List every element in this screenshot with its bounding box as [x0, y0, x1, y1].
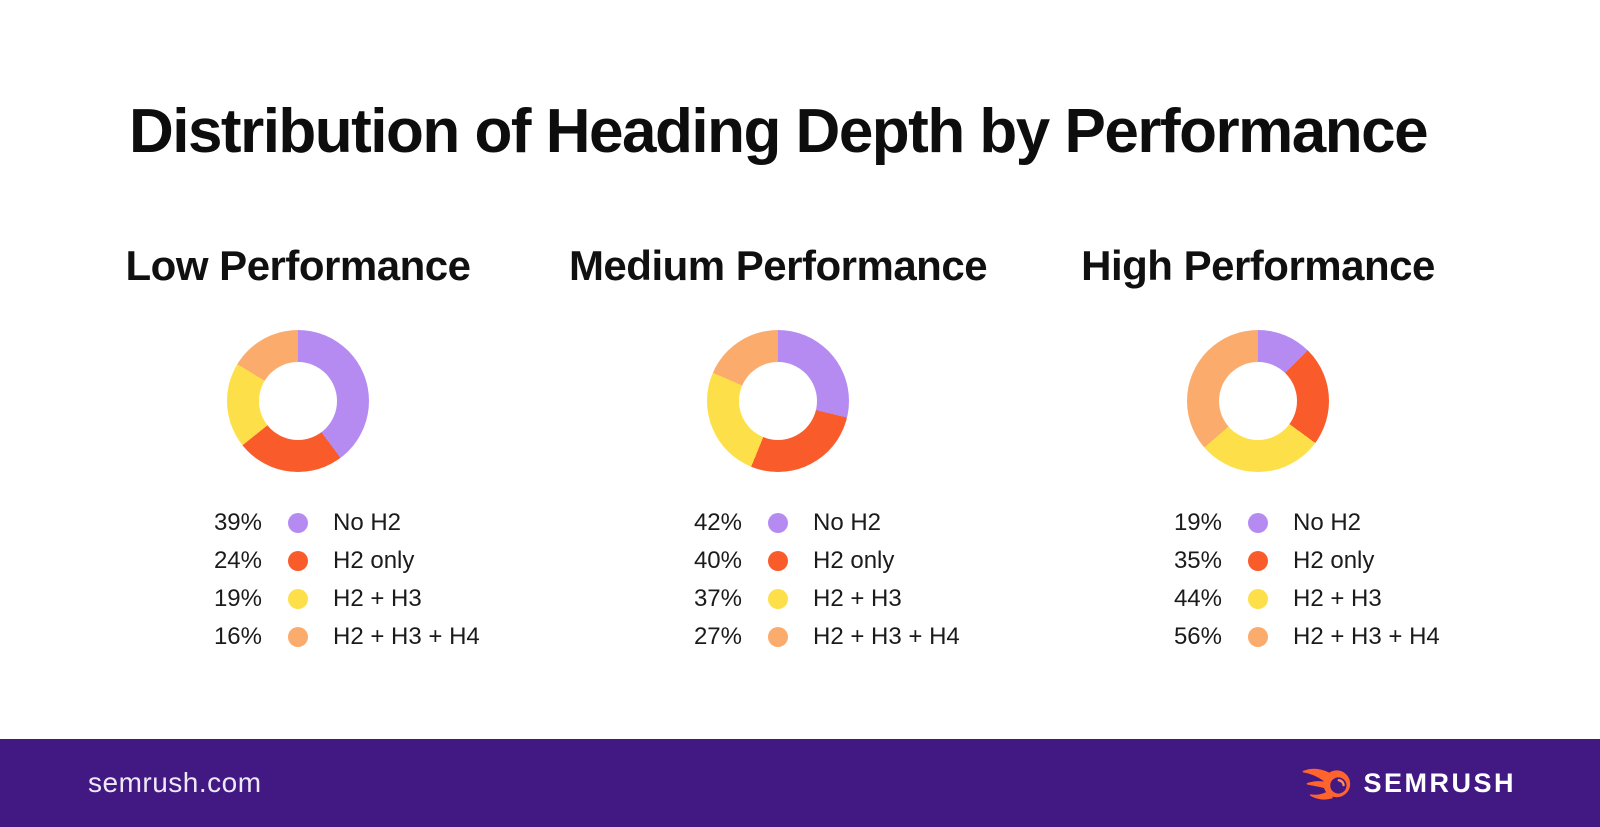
semrush-flame-icon [1301, 765, 1353, 801]
legend-item: 19% H2 + H3 [58, 580, 538, 618]
footer: semrush.com SEMRUSH [0, 739, 1600, 827]
legend-item: 56% H2 + H3 + H4 [1018, 618, 1498, 656]
legend-color-dot [768, 627, 788, 647]
legend-item: 42% No H2 [538, 504, 1018, 542]
legend-label: No H2 [1293, 509, 1362, 536]
chart-section-medium: Medium Performance 42% No H2 40% H2 only… [538, 240, 1018, 656]
legend-color-dot [768, 513, 788, 533]
legend-value: 42% [693, 509, 742, 536]
legend-color-dot [288, 589, 308, 609]
legend-value: 40% [693, 547, 742, 574]
legend-label: H2 + H3 + H4 [813, 623, 960, 650]
page-title: Distribution of Heading Depth by Perform… [128, 97, 1429, 166]
logo-wordmark: SEMRUSH [1363, 767, 1516, 798]
chart-section-high: High Performance 19% No H2 35% H2 only 4… [1018, 240, 1498, 656]
legend-color-dot [1248, 513, 1268, 533]
legend-value: 24% [213, 547, 262, 574]
legend-label: H2 only [813, 547, 895, 574]
legend-value: 39% [213, 509, 262, 536]
donut-chart-low [227, 330, 369, 472]
donut-hole [259, 362, 337, 440]
legend-value: 19% [213, 585, 262, 612]
legend-item: 16% H2 + H3 + H4 [58, 618, 538, 656]
legend-high: 19% No H2 35% H2 only 44% H2 + H3 56% H2… [1018, 504, 1498, 656]
legend-value: 35% [1173, 547, 1222, 574]
legend-label: No H2 [333, 509, 402, 536]
legend-value: 16% [213, 623, 262, 650]
legend-item: 39% No H2 [58, 504, 538, 542]
legend-label: H2 + H3 + H4 [333, 623, 480, 650]
donut-hole [739, 362, 817, 440]
legend-label: H2 + H3 + H4 [1293, 623, 1440, 650]
legend-color-dot [1248, 589, 1268, 609]
legend-color-dot [768, 551, 788, 571]
legend-value: 19% [1173, 509, 1222, 536]
legend-label: H2 + H3 [1293, 585, 1382, 612]
legend-item: 37% H2 + H3 [538, 580, 1018, 618]
legend-label: H2 only [1293, 547, 1375, 574]
legend-label: H2 + H3 [333, 585, 422, 612]
legend-label: H2 + H3 [813, 585, 902, 612]
chart-section-low: Low Performance 39% No H2 24% H2 only 19… [58, 240, 538, 656]
chart-title-low: Low Performance [125, 242, 471, 289]
chart-title-medium: Medium Performance [568, 242, 988, 289]
charts-row: Low Performance 39% No H2 24% H2 only 19… [58, 240, 1498, 656]
website-url: semrush.com [88, 767, 262, 798]
legend-item: 24% H2 only [58, 542, 538, 580]
legend-color-dot [1248, 627, 1268, 647]
legend-medium: 42% No H2 40% H2 only 37% H2 + H3 27% H2… [538, 504, 1018, 656]
legend-color-dot [768, 589, 788, 609]
legend-item: 40% H2 only [538, 542, 1018, 580]
legend-value: 44% [1173, 585, 1222, 612]
legend-color-dot [288, 551, 308, 571]
legend-value: 37% [693, 585, 742, 612]
legend-color-dot [288, 513, 308, 533]
chart-title-high: High Performance [1081, 242, 1435, 289]
legend-color-dot [1248, 551, 1268, 571]
legend-label: H2 only [333, 547, 415, 574]
semrush-logo: SEMRUSH [1301, 765, 1516, 801]
donut-chart-high [1187, 330, 1329, 472]
donut-chart-medium [707, 330, 849, 472]
donut-hole [1219, 362, 1297, 440]
legend-item: 19% No H2 [1018, 504, 1498, 542]
legend-item: 27% H2 + H3 + H4 [538, 618, 1018, 656]
legend-low: 39% No H2 24% H2 only 19% H2 + H3 16% H2… [58, 504, 538, 656]
legend-color-dot [288, 627, 308, 647]
legend-label: No H2 [813, 509, 882, 536]
legend-value: 27% [693, 623, 742, 650]
legend-value: 56% [1173, 623, 1222, 650]
legend-item: 35% H2 only [1018, 542, 1498, 580]
legend-item: 44% H2 + H3 [1018, 580, 1498, 618]
